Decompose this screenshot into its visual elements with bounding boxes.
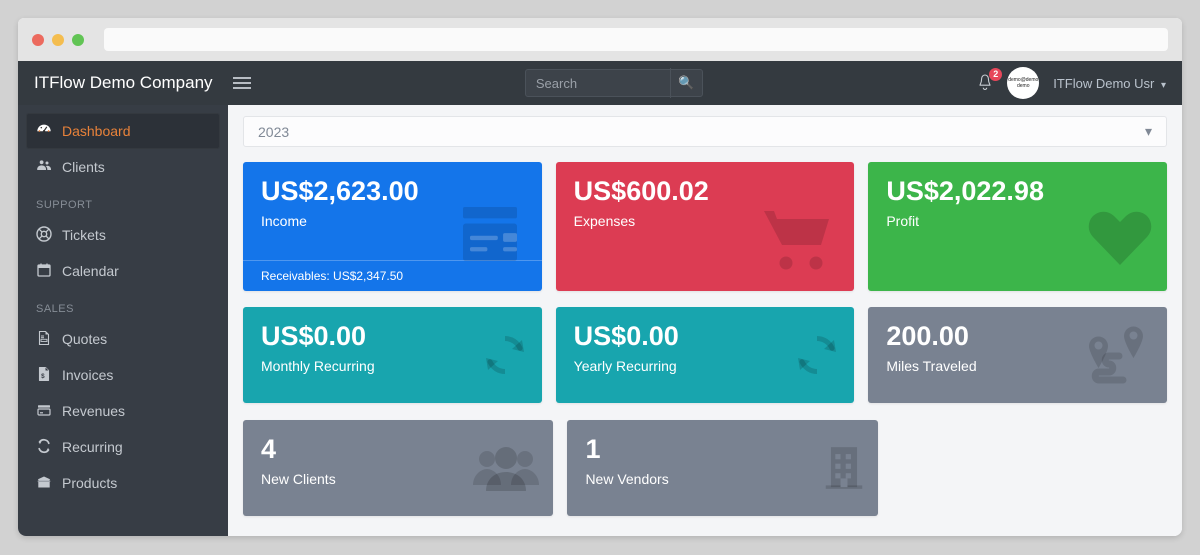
svg-text:$: $ (41, 372, 45, 379)
